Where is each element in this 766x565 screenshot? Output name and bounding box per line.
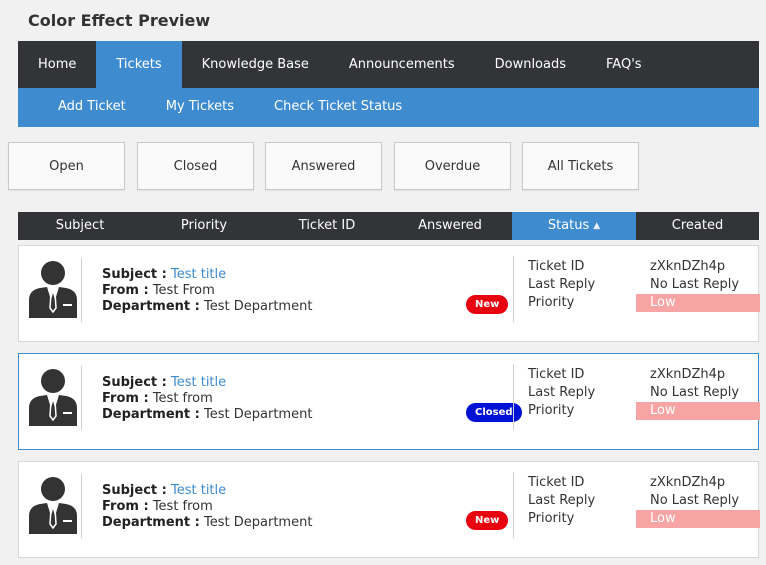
- column-subject[interactable]: Subject: [55, 218, 105, 233]
- ticket-from: Test from: [152, 391, 213, 406]
- ticket-from: Test from: [152, 499, 213, 514]
- priority-value: Low: [636, 402, 760, 420]
- filter-all-tickets-button[interactable]: All Tickets: [522, 142, 639, 190]
- ticket-department: Test Department: [204, 299, 313, 314]
- ticket-card[interactable]: Subject : Test title From : Test from De…: [18, 353, 760, 450]
- last-reply-value: No Last Reply: [650, 385, 740, 400]
- ticket-meta-values: zXknDZh4p No Last Reply: [650, 258, 739, 294]
- filter-overdue-button[interactable]: Overdue: [394, 142, 511, 190]
- subject-label: Subject :: [102, 483, 167, 498]
- ticket-card[interactable]: Subject : Test title From : Test From De…: [18, 245, 760, 342]
- ticket-card[interactable]: Subject : Test title From : Test from De…: [18, 461, 760, 558]
- last-reply-label: Last Reply: [528, 277, 596, 292]
- sort-asc-icon: ▲: [593, 221, 601, 231]
- ticket-meta-labels: Ticket ID Last Reply Priority: [528, 258, 595, 312]
- subnav-check-ticket-status[interactable]: Check Ticket Status: [274, 99, 403, 114]
- priority-label: Priority: [528, 511, 575, 526]
- status-badge: New: [466, 295, 509, 314]
- card-divider-right: [513, 256, 514, 322]
- priority-label: Priority: [528, 295, 575, 310]
- nav-knowledge-base[interactable]: Knowledge Base: [201, 57, 309, 72]
- filter-open-button[interactable]: Open: [8, 142, 125, 190]
- ticket-fields: Subject : Test title From : Test from De…: [102, 483, 312, 531]
- table-header: Subject Priority Ticket ID Answered Stat…: [18, 212, 759, 240]
- column-priority[interactable]: Priority: [180, 218, 228, 233]
- card-divider: [81, 474, 82, 538]
- filter-answered-button[interactable]: Answered: [265, 142, 382, 190]
- subnav-my-tickets[interactable]: My Tickets: [165, 99, 235, 114]
- status-badge: Closed: [466, 403, 522, 422]
- from-label: From :: [102, 283, 149, 298]
- ticket-meta-values: zXknDZh4p No Last Reply: [650, 366, 739, 402]
- column-status[interactable]: Status ▲: [512, 212, 636, 240]
- column-status-label: Status: [547, 218, 590, 233]
- ticket-id-value: zXknDZh4p: [650, 475, 726, 490]
- subject-label: Subject :: [102, 267, 167, 282]
- card-divider: [81, 258, 82, 322]
- ticket-id-value: zXknDZh4p: [650, 367, 726, 382]
- last-reply-label: Last Reply: [528, 493, 596, 508]
- from-label: From :: [102, 499, 149, 514]
- ticket-meta-labels: Ticket ID Last Reply Priority: [528, 366, 595, 420]
- ticket-from: Test From: [152, 283, 215, 298]
- ticket-department: Test Department: [204, 515, 313, 530]
- last-reply-value: No Last Reply: [650, 277, 740, 292]
- status-badge: New: [466, 511, 509, 530]
- card-divider-right: [513, 364, 514, 430]
- ticket-subject-link[interactable]: Test title: [170, 267, 227, 282]
- ticket-id-label: Ticket ID: [528, 367, 585, 382]
- department-label: Department :: [102, 515, 200, 530]
- last-reply-label: Last Reply: [528, 385, 596, 400]
- card-divider: [81, 366, 82, 430]
- nav-faqs[interactable]: FAQ's: [606, 57, 642, 72]
- nav-home[interactable]: Home: [38, 57, 77, 72]
- sub-nav: Add Ticket My Tickets Check Ticket Statu…: [18, 88, 759, 127]
- main-nav: Home Tickets Knowledge Base Announcement…: [18, 41, 759, 88]
- ticket-meta-labels: Ticket ID Last Reply Priority: [528, 474, 595, 528]
- ticket-id-value: zXknDZh4p: [650, 259, 726, 274]
- priority-value: Low: [636, 294, 760, 312]
- user-avatar-icon: [29, 477, 77, 534]
- ticket-id-label: Ticket ID: [528, 259, 585, 274]
- user-avatar-icon: [29, 369, 77, 426]
- ticket-subject-link[interactable]: Test title: [170, 375, 227, 390]
- user-avatar-icon: [29, 261, 77, 318]
- subject-label: Subject :: [102, 375, 167, 390]
- department-label: Department :: [102, 407, 200, 422]
- ticket-meta-values: zXknDZh4p No Last Reply: [650, 474, 739, 510]
- column-created[interactable]: Created: [671, 218, 724, 233]
- page-title: Color Effect Preview: [28, 11, 211, 30]
- department-label: Department :: [102, 299, 200, 314]
- from-label: From :: [102, 391, 149, 406]
- nav-tickets[interactable]: Tickets: [96, 41, 182, 88]
- ticket-subject-link[interactable]: Test title: [170, 483, 227, 498]
- column-ticket-id[interactable]: Ticket ID: [298, 218, 356, 233]
- ticket-fields: Subject : Test title From : Test from De…: [102, 375, 312, 423]
- ticket-fields: Subject : Test title From : Test From De…: [102, 267, 312, 315]
- ticket-department: Test Department: [204, 407, 313, 422]
- nav-downloads[interactable]: Downloads: [494, 57, 567, 72]
- ticket-id-label: Ticket ID: [528, 475, 585, 490]
- filter-closed-button[interactable]: Closed: [137, 142, 254, 190]
- subnav-add-ticket[interactable]: Add Ticket: [58, 99, 126, 114]
- priority-value: Low: [636, 510, 760, 528]
- nav-announcements[interactable]: Announcements: [348, 57, 455, 72]
- column-answered[interactable]: Answered: [418, 218, 482, 233]
- last-reply-value: No Last Reply: [650, 493, 740, 508]
- priority-label: Priority: [528, 403, 575, 418]
- card-divider-right: [513, 472, 514, 538]
